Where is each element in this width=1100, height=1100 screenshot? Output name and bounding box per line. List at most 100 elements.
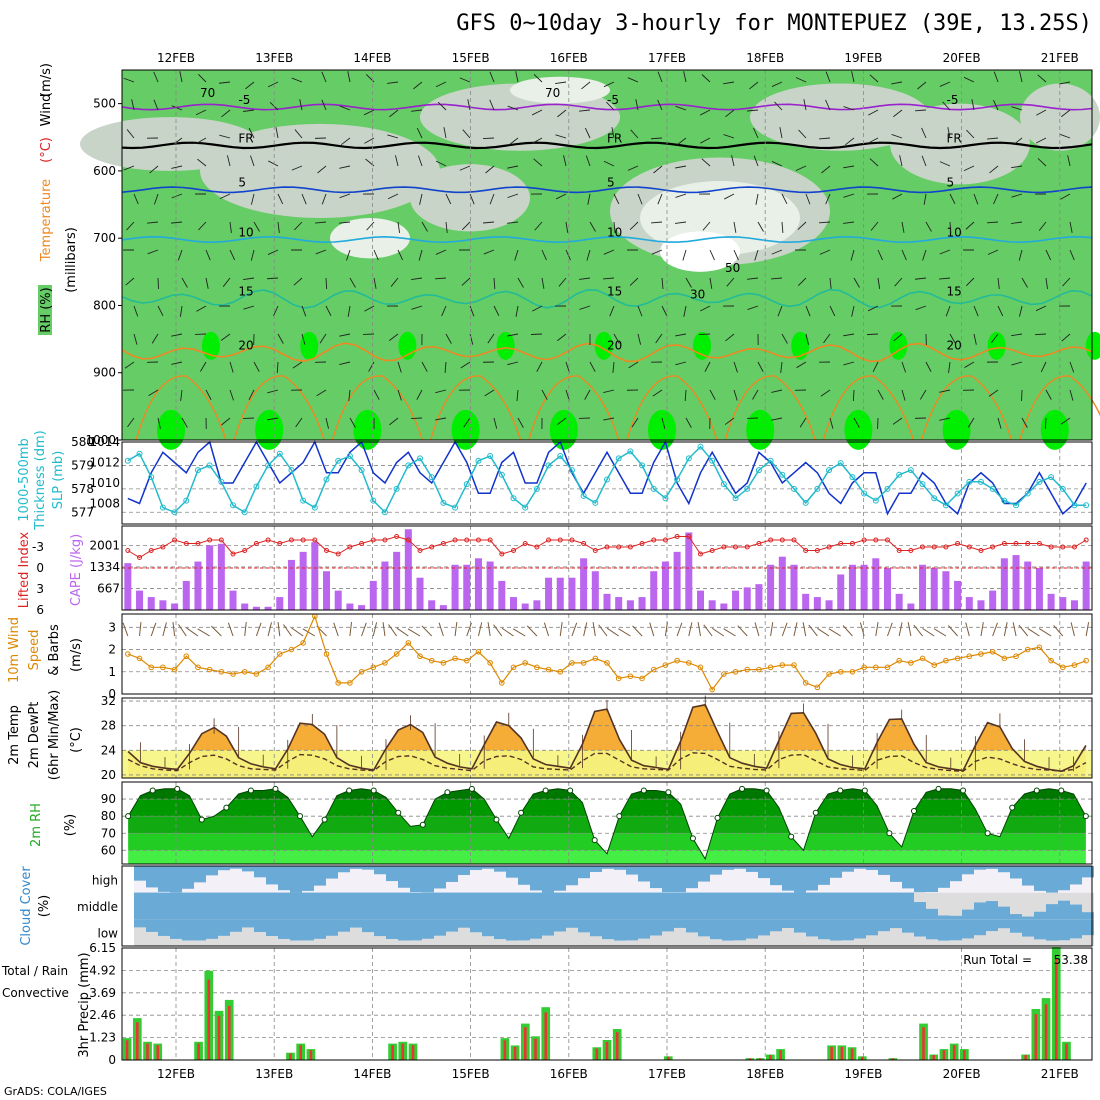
lifted-index-point [300, 537, 306, 543]
cloud-middle-fill [806, 892, 818, 920]
wind-barb [186, 627, 199, 637]
wind-barb [651, 249, 663, 255]
lifted-index-point [452, 537, 458, 543]
wind-barb [866, 333, 879, 336]
wind-barb [364, 305, 375, 312]
wind-barb [915, 277, 927, 280]
cloud-low-bar [434, 919, 446, 936]
cape-bar [638, 597, 646, 610]
wind-barb [701, 74, 711, 83]
cloud-low-bar [482, 919, 494, 937]
rh-point [1058, 787, 1065, 794]
wind-barb [795, 77, 807, 83]
wind-barb [1037, 74, 1047, 83]
wind-barb [250, 193, 255, 205]
rh-point [493, 816, 500, 823]
rh-saturated-area [693, 331, 711, 360]
label-thickness: 1000-500mb [17, 438, 32, 522]
cloud-high-bar [386, 866, 398, 882]
cape-bar [358, 605, 366, 610]
wind-speed-point [744, 666, 751, 673]
wind-barb [349, 622, 353, 637]
wind-speed-point [195, 664, 201, 671]
wind-barb [229, 221, 232, 233]
wind-speed-point [1048, 657, 1054, 664]
thickness-point [311, 504, 318, 511]
wind-barb [388, 624, 398, 637]
wind-barb [411, 305, 423, 310]
wind-speed-point [417, 653, 423, 660]
wind-barb [196, 305, 207, 312]
wind-barb [781, 193, 788, 205]
wind-speed-point [954, 655, 961, 662]
wind-barb [454, 622, 458, 637]
cloud-low-bar [158, 919, 170, 936]
wind-speed-point [662, 662, 669, 668]
lifted-index-point [405, 537, 411, 543]
thickness-point [136, 450, 143, 457]
thickness-point [779, 471, 786, 478]
wind-speed-point [1024, 646, 1031, 653]
cloud-middle-fill [266, 892, 278, 920]
cloud-low-bar [758, 919, 770, 936]
wind-barb [1011, 106, 1023, 111]
wind-barb [948, 361, 951, 373]
cape-bar [229, 590, 237, 610]
wind-barb [877, 389, 884, 400]
wind-barb [267, 622, 272, 637]
temperature-contour-25 [528, 375, 620, 441]
wind-barb [828, 628, 841, 637]
wind-speed-point [405, 640, 412, 646]
cloud-high-bar [890, 866, 902, 882]
wind-barb [771, 81, 783, 87]
wind-barb [699, 305, 711, 312]
thickness-point [1048, 474, 1055, 481]
wind-barb [632, 625, 643, 637]
wind-barb [172, 622, 176, 637]
rh-point [935, 785, 942, 792]
cloud-high-bar [1034, 866, 1046, 891]
cloud-middle-fill [734, 892, 746, 920]
contour-label: 15 [947, 285, 962, 299]
precip-convective-bar [1054, 958, 1058, 1060]
cloud-low-bar [926, 919, 938, 940]
wind-barb [891, 81, 903, 85]
wind-barb [162, 622, 167, 637]
wind-barb [277, 193, 284, 205]
cloud-low-bar [698, 919, 710, 937]
cape-bar [813, 597, 821, 610]
wind-speed-point [510, 664, 517, 671]
wind-barb [939, 81, 951, 87]
thickness-point [452, 504, 459, 511]
wind-barb [373, 389, 380, 400]
lifted-index-point [943, 544, 949, 550]
wind-barb [459, 165, 471, 171]
thickness-point [545, 462, 552, 469]
wind-barb [704, 361, 711, 372]
wind-barb [221, 109, 231, 118]
wind-barb [514, 249, 519, 261]
wind-barb [627, 165, 639, 171]
wind-barb [853, 417, 860, 428]
wind-barb [723, 628, 736, 637]
label-total-rain: Total / Rain [1, 964, 68, 978]
cloud-middle-fill [398, 892, 410, 920]
thickness-point [1024, 490, 1031, 497]
lifted-index-point [955, 541, 961, 546]
wind-barb [563, 155, 567, 167]
cloud-high-bar [662, 866, 674, 893]
wind-barb [348, 389, 351, 401]
wind-barb [533, 74, 543, 83]
wind-barb [845, 137, 855, 146]
wind-barb [872, 361, 879, 373]
wind-barb [1059, 133, 1071, 139]
wind-speed-point [849, 668, 856, 675]
wind-barb [613, 333, 620, 344]
wind-barb [485, 165, 495, 174]
wind-barb [754, 622, 760, 637]
wind-speed-point [557, 668, 564, 675]
cloud-high-bar [278, 866, 290, 891]
wind-barb [915, 305, 927, 311]
cloud-middle-fill [638, 892, 650, 920]
wind-barb [753, 127, 759, 139]
